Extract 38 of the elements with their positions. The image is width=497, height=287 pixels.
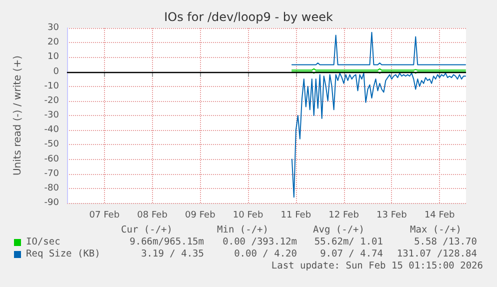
x-tick-label: 13 Feb xyxy=(376,210,408,220)
y-axis-title: Units read (-) / write (+) xyxy=(12,55,24,176)
x-tick-label: 07 Feb xyxy=(89,210,120,220)
text: Max (-/+) xyxy=(410,224,462,236)
legend-label: IO/sec xyxy=(26,236,60,248)
y-tick-label: -90 xyxy=(44,198,60,208)
chart-title: IOs for /dev/loop9 - by week xyxy=(164,10,333,24)
text: 55.62m/ 1.01 xyxy=(314,236,384,248)
text: 3.19 / 4.35 xyxy=(141,248,204,260)
text: Avg (-/+) xyxy=(313,224,364,236)
x-tick-label: 11 Feb xyxy=(280,210,312,220)
y-tick-label: -70 xyxy=(44,168,60,179)
y-tick-label: -30 xyxy=(44,110,60,120)
text: 0.00 /393.12m xyxy=(222,236,298,248)
x-tick-label: 12 Feb xyxy=(328,210,360,220)
legend-label: Req Size (KB) xyxy=(26,248,100,260)
y-tick-label: -40 xyxy=(44,125,60,136)
text: Last update: Sun Feb 15 01:15:00 2026 xyxy=(271,260,484,272)
y-tick-label: 0 xyxy=(53,66,60,77)
y-tick-label: -10 xyxy=(44,81,60,92)
y-tick-label: 30 xyxy=(48,23,60,33)
y-tick-label: 20 xyxy=(48,38,60,48)
text: 9.66m/965.15m xyxy=(130,236,204,248)
x-tick-label: 08 Feb xyxy=(137,210,168,220)
y-tick-label: -60 xyxy=(44,154,60,164)
text: Min (-/+) xyxy=(217,224,268,236)
text: Cur (-/+) xyxy=(121,224,172,236)
y-tick-label: -50 xyxy=(44,140,60,150)
x-tick-label: 14 Feb xyxy=(424,210,455,220)
y-tick-label: -20 xyxy=(44,96,60,106)
y-tick-label: 10 xyxy=(48,52,60,62)
text: 0.00 / 4.20 xyxy=(234,248,298,260)
y-tick-label: -80 xyxy=(44,183,60,194)
text: 5.58 /13.70 xyxy=(414,236,478,248)
x-tick-label: 10 Feb xyxy=(232,210,264,220)
text: 9.07 / 4.74 xyxy=(320,248,384,260)
x-tick-label: 09 Feb xyxy=(185,210,216,220)
text: 131.07 /128.84 xyxy=(396,248,478,260)
